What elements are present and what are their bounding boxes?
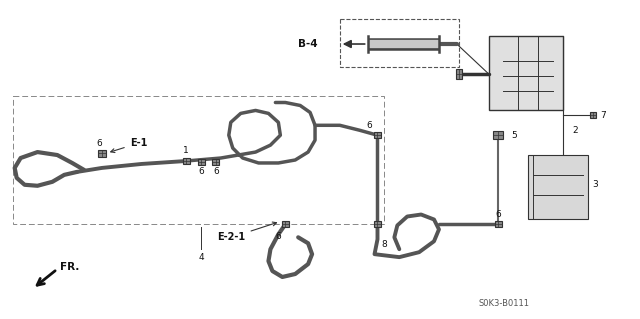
- Bar: [495, 221, 502, 227]
- Text: E-2-1: E-2-1: [218, 222, 276, 242]
- Text: 6: 6: [96, 139, 102, 148]
- Bar: [212, 159, 220, 165]
- Text: FR.: FR.: [60, 262, 79, 272]
- Bar: [456, 69, 461, 79]
- Text: B-4: B-4: [298, 39, 318, 49]
- Bar: [374, 221, 381, 227]
- Text: 6: 6: [198, 167, 204, 176]
- Bar: [198, 159, 205, 165]
- Text: 7: 7: [600, 111, 606, 120]
- FancyBboxPatch shape: [528, 155, 588, 219]
- FancyBboxPatch shape: [488, 36, 563, 110]
- Text: 6: 6: [275, 232, 281, 241]
- Bar: [98, 150, 106, 157]
- Text: 8: 8: [381, 240, 387, 249]
- Text: E-1: E-1: [111, 138, 147, 152]
- Bar: [374, 132, 381, 138]
- Bar: [493, 131, 504, 139]
- Bar: [340, 19, 459, 67]
- Text: 6: 6: [495, 210, 501, 219]
- Bar: [282, 221, 289, 227]
- Text: 6: 6: [367, 121, 372, 130]
- Bar: [13, 96, 385, 225]
- Text: 4: 4: [198, 253, 204, 262]
- Bar: [182, 158, 189, 164]
- Text: 6: 6: [213, 167, 219, 176]
- Text: 5: 5: [511, 131, 517, 140]
- Text: S0K3-B0111: S0K3-B0111: [479, 299, 530, 308]
- Text: 1: 1: [183, 145, 189, 155]
- Text: 3: 3: [593, 180, 598, 189]
- Text: 2: 2: [573, 126, 579, 135]
- Bar: [589, 112, 596, 118]
